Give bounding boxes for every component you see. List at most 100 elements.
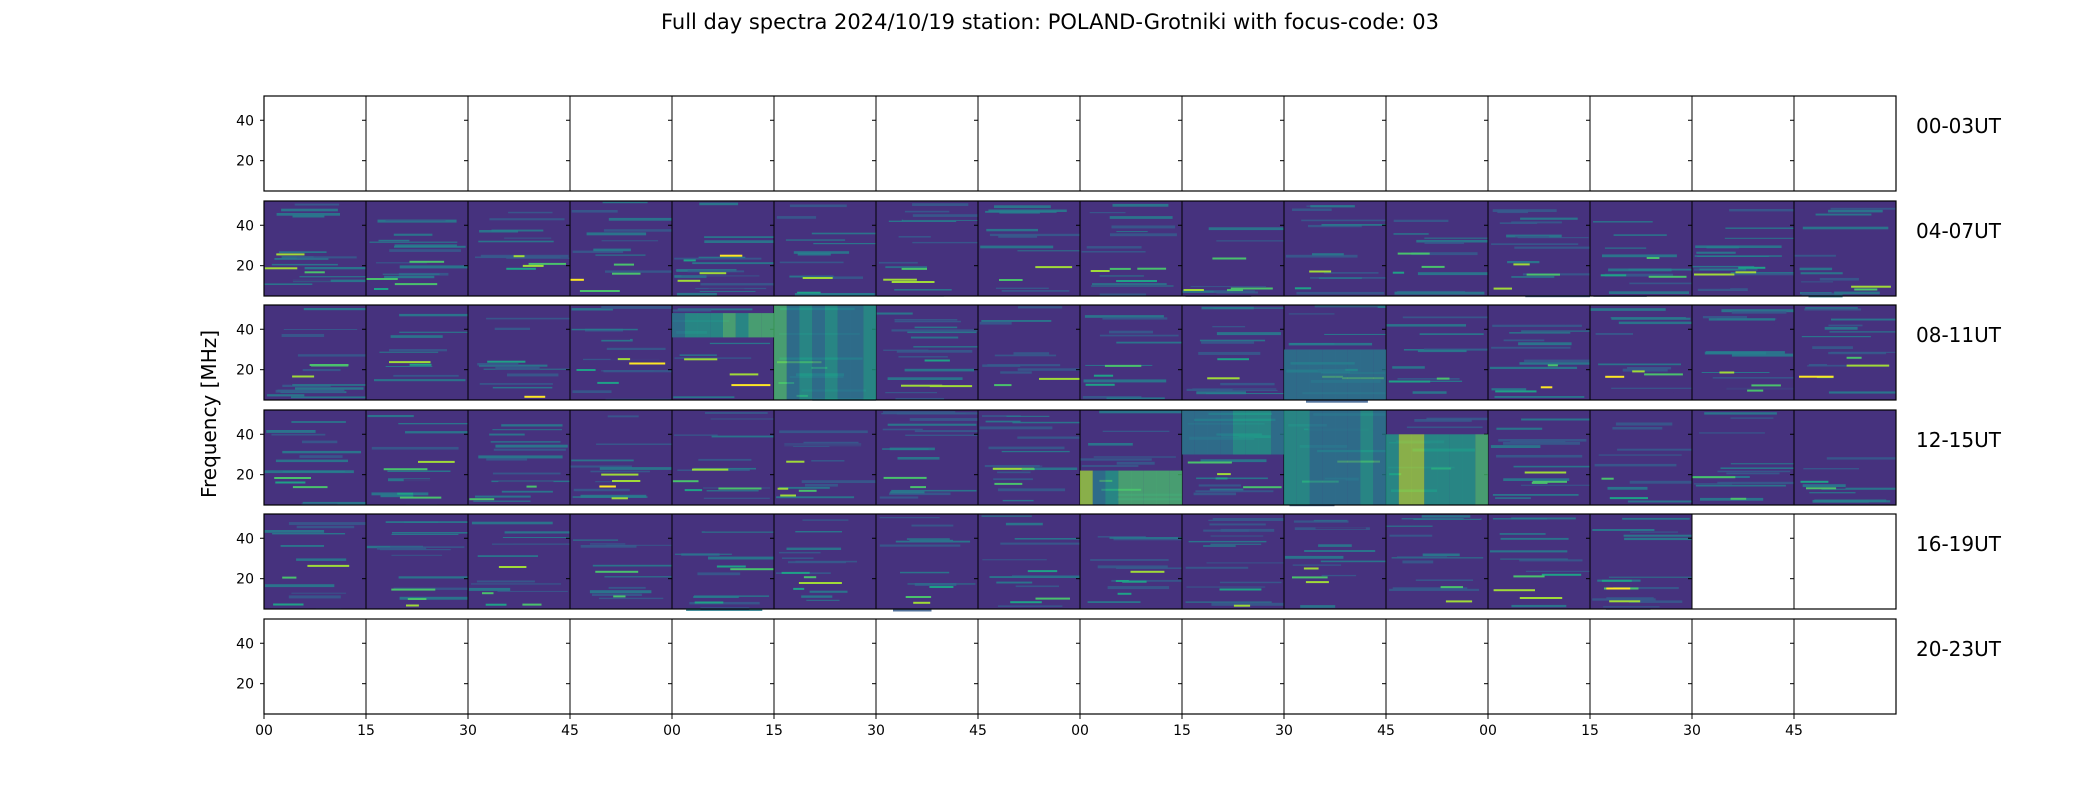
spectral-line	[993, 478, 1033, 481]
spectral-line	[1500, 451, 1548, 455]
spectral-line	[1607, 486, 1648, 490]
spectral-line	[900, 571, 950, 574]
spectral-line	[1611, 387, 1692, 389]
spectral-line	[1511, 604, 1567, 608]
spectral-line	[492, 386, 553, 389]
spectral-line	[996, 581, 1033, 584]
spectral-line	[1415, 579, 1474, 581]
spectral-streak	[407, 598, 427, 600]
spectral-line	[473, 500, 531, 502]
spectral-line	[1110, 233, 1177, 237]
panel-frame	[263, 95, 367, 192]
spectral-line	[795, 531, 842, 533]
spectrum-panel	[1790, 409, 1897, 506]
spectral-line	[809, 590, 848, 593]
row-frame	[263, 409, 1897, 506]
spectral-streak	[1021, 468, 1035, 471]
spectral-line	[296, 256, 357, 259]
spectral-line	[1292, 564, 1342, 566]
spectral-line	[1606, 597, 1654, 600]
spectral-streak	[1421, 265, 1445, 268]
panel-frame	[1691, 618, 1795, 715]
spectral-streak	[1217, 358, 1249, 361]
spectral-line	[296, 558, 347, 561]
spectrum-panel	[260, 513, 367, 610]
burst-cell	[1080, 470, 1093, 505]
spectral-line	[1612, 392, 1674, 394]
spectral-line	[486, 458, 528, 461]
spectral-line	[579, 276, 666, 280]
spectral-line	[695, 287, 767, 290]
spectral-line	[1830, 351, 1896, 353]
spectral-streak	[1524, 471, 1567, 474]
spectral-streak	[397, 492, 414, 495]
spectrum-panel	[1178, 95, 1285, 192]
spectral-streak	[1846, 364, 1890, 367]
panel-frame	[1283, 95, 1387, 192]
spectral-line	[1093, 530, 1182, 533]
panel-frame	[875, 95, 979, 192]
spectral-line	[1293, 520, 1349, 523]
spectral-line	[399, 265, 468, 269]
spectral-line	[1695, 245, 1782, 248]
spectrum-panel	[1280, 95, 1387, 192]
spectral-line	[1797, 370, 1868, 373]
spectral-line	[1183, 349, 1237, 352]
spectral-streak	[611, 497, 628, 500]
spectral-line	[708, 556, 774, 560]
spectral-line	[1397, 290, 1465, 293]
spectral-line	[1116, 461, 1155, 465]
spectral-line	[898, 236, 931, 238]
spectral-streak	[1547, 364, 1558, 367]
spectral-line	[478, 455, 563, 459]
spectral-line	[1699, 268, 1747, 271]
spectral-line	[1097, 536, 1146, 538]
spectral-streak	[793, 587, 805, 590]
spectral-line	[298, 366, 334, 368]
spectral-streak	[1646, 257, 1660, 259]
spectral-line	[688, 365, 764, 368]
spectral-line	[1324, 333, 1386, 335]
spectral-line	[878, 261, 918, 264]
spectral-line	[580, 494, 647, 498]
spectral-line	[384, 275, 435, 279]
spectral-line	[1622, 517, 1690, 520]
spectral-line	[498, 481, 554, 485]
burst-cell	[1284, 410, 1297, 505]
spectral-streak	[1109, 267, 1131, 270]
burst-cell	[1309, 349, 1323, 400]
spectral-streak	[1851, 285, 1891, 288]
spectral-line	[294, 203, 340, 206]
spectral-line	[912, 241, 978, 244]
spectral-line	[1713, 416, 1757, 419]
spectral-line	[811, 460, 845, 462]
spectral-line	[1494, 396, 1585, 398]
spectral-line	[989, 576, 1080, 578]
panel-frame	[467, 95, 571, 192]
spectrum-panel	[872, 304, 979, 401]
spectral-line	[1618, 321, 1692, 325]
spectral-line	[802, 519, 849, 521]
spectral-line	[1517, 237, 1589, 239]
spectrum-panel	[1280, 513, 1387, 610]
spectral-streak	[1305, 581, 1329, 584]
spectral-line	[700, 283, 774, 286]
burst-cell	[774, 305, 787, 400]
spectrum-panel	[974, 513, 1081, 610]
spectral-line	[489, 433, 525, 436]
spectral-line	[1318, 544, 1352, 547]
spectral-line	[1308, 224, 1362, 228]
spectral-streak	[1846, 356, 1862, 359]
panel-background	[1590, 305, 1692, 400]
burst-cell	[1182, 410, 1195, 455]
burst-cell	[837, 305, 851, 400]
spectrum-panel	[770, 513, 877, 610]
spectral-streak	[1309, 270, 1332, 273]
spectrum-panel	[1688, 200, 1795, 297]
spectral-line	[1414, 419, 1472, 422]
spectral-line	[1092, 283, 1167, 285]
spectral-streak	[1187, 461, 1232, 464]
spectral-line	[909, 418, 978, 421]
spectral-line	[914, 326, 958, 329]
row-label: 04-07UT	[1916, 219, 2002, 243]
